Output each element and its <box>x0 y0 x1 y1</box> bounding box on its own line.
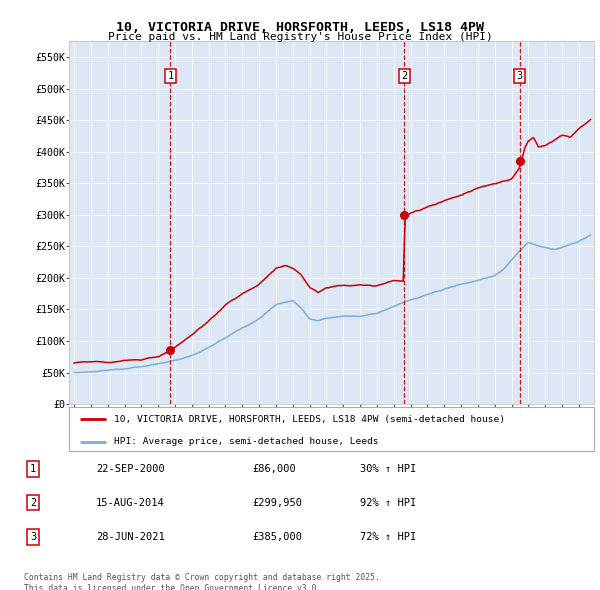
Text: 30% ↑ HPI: 30% ↑ HPI <box>360 464 416 474</box>
Text: 10, VICTORIA DRIVE, HORSFORTH, LEEDS, LS18 4PW (semi-detached house): 10, VICTORIA DRIVE, HORSFORTH, LEEDS, LS… <box>113 415 505 424</box>
Text: 15-AUG-2014: 15-AUG-2014 <box>96 498 165 507</box>
Text: HPI: Average price, semi-detached house, Leeds: HPI: Average price, semi-detached house,… <box>113 437 378 446</box>
Text: 1: 1 <box>167 71 173 81</box>
Text: 1: 1 <box>30 464 36 474</box>
Text: 28-JUN-2021: 28-JUN-2021 <box>96 532 165 542</box>
Text: £385,000: £385,000 <box>252 532 302 542</box>
Text: 3: 3 <box>517 71 523 81</box>
Text: 2: 2 <box>401 71 407 81</box>
Text: Price paid vs. HM Land Registry's House Price Index (HPI): Price paid vs. HM Land Registry's House … <box>107 32 493 42</box>
FancyBboxPatch shape <box>69 407 594 451</box>
Text: 72% ↑ HPI: 72% ↑ HPI <box>360 532 416 542</box>
Text: 92% ↑ HPI: 92% ↑ HPI <box>360 498 416 507</box>
Text: 10, VICTORIA DRIVE, HORSFORTH, LEEDS, LS18 4PW: 10, VICTORIA DRIVE, HORSFORTH, LEEDS, LS… <box>116 21 484 34</box>
Text: 22-SEP-2000: 22-SEP-2000 <box>96 464 165 474</box>
Text: £299,950: £299,950 <box>252 498 302 507</box>
Text: £86,000: £86,000 <box>252 464 296 474</box>
Text: Contains HM Land Registry data © Crown copyright and database right 2025.
This d: Contains HM Land Registry data © Crown c… <box>24 573 380 590</box>
Text: 2: 2 <box>30 498 36 507</box>
Text: 3: 3 <box>30 532 36 542</box>
